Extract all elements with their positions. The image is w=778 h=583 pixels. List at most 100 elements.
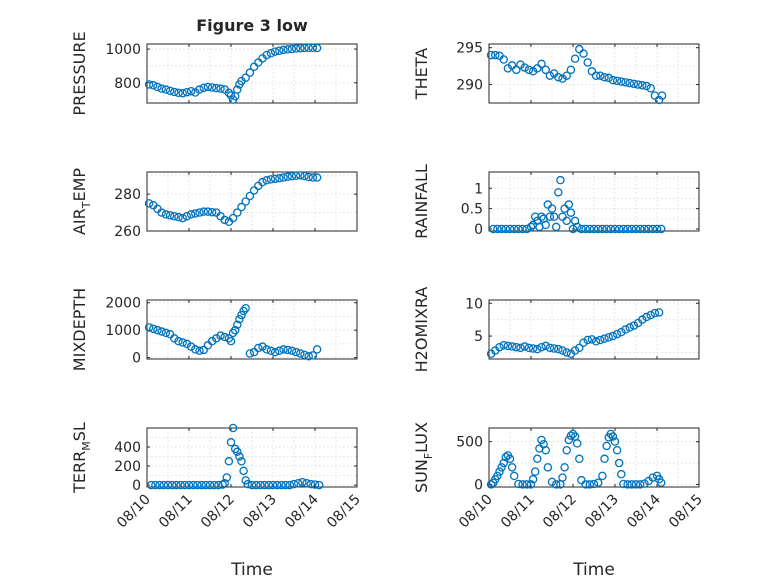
data-point [556,175,565,185]
data-point [195,208,204,217]
y-tick-label: 0 [474,222,483,238]
x-tick-label: 08/13 [582,492,622,532]
data-point [216,331,225,340]
data-point [149,324,158,334]
data-point [537,435,546,445]
data-point [182,87,192,97]
data-point [182,339,192,349]
data-point [507,342,517,351]
data-point [197,480,206,490]
data-point [633,80,643,89]
data-point [583,58,592,67]
data-point [146,480,156,490]
data-point [291,44,301,53]
data-point [596,71,605,80]
data-point [606,429,616,439]
data-point [207,336,217,346]
data-point [258,177,267,187]
data-point [600,334,609,343]
data-point [176,480,185,490]
data-point [543,463,553,472]
data-point [585,224,595,234]
data-point [577,224,586,234]
data-point [543,200,553,209]
data-point [604,333,613,342]
data-point [530,212,540,222]
y-axis-label-subscript: T [80,201,93,209]
y-tick-label: 0.5 [461,202,483,218]
data-point [226,336,236,346]
data-point [277,480,286,490]
data-point [509,471,519,481]
data-point [617,327,626,337]
data-point [279,345,288,354]
data-point [554,72,563,82]
data-point [610,224,620,234]
data-point [312,43,322,53]
data-point [266,49,276,58]
data-point [174,88,183,98]
data-point [149,81,158,90]
y-tick-label: 260 [114,224,141,240]
data-point [505,224,515,234]
data-point [287,44,297,54]
data-point [572,439,582,448]
data-point [646,310,655,320]
data-point [533,64,542,73]
y-axis-label-part: EMP [70,168,89,202]
axes-box [146,43,358,104]
data-point [610,437,620,446]
y-axis-label-subscript: M [80,441,93,451]
data-point [644,224,653,234]
data-point [279,45,288,55]
data-point [562,216,571,226]
data-point [570,346,580,355]
data-point [275,46,284,55]
data-point [283,172,292,182]
data-point [264,480,274,490]
data-point [640,479,649,488]
data-point [612,329,622,339]
data-point [558,473,567,482]
data-point [497,224,506,234]
data-point [627,480,637,489]
data-point [507,61,517,70]
y-tick-label: 280 [114,187,141,203]
y-axis-label: MIXDEPTH [70,288,89,371]
data-point [524,343,534,353]
data-point [652,224,662,234]
data-point [222,473,232,482]
data-point [161,328,171,338]
data-point [270,47,280,56]
data-point [503,341,513,351]
data-point [638,81,647,90]
data-point [220,478,229,488]
x-axis-label-right: Time [572,560,615,580]
data-point [579,338,588,347]
y-tick-label: 500 [456,435,483,451]
data-point [203,341,213,350]
y-axis-label-part: SL [70,422,89,441]
data-point [283,45,292,54]
data-point [537,212,546,222]
data-point [245,68,255,77]
data-point [650,308,660,318]
data-point [172,480,181,490]
y-tick-label: 200 [114,459,141,475]
data-point [233,208,242,217]
data-point [566,208,576,217]
data-point [165,211,175,220]
data-point [212,83,221,93]
data-point [174,336,183,346]
data-point [312,173,322,182]
data-point [157,84,166,93]
y-axis-label: PRESSURE [70,31,89,115]
data-point [568,429,578,439]
data-point [237,310,246,320]
x-tick-label: 08/14 [624,491,664,531]
figure-title: Figure 3 low [196,16,308,35]
axes-box [146,171,358,232]
y-axis-label-part: AIR [70,208,89,235]
x-tick-label: 08/10 [114,492,154,532]
data-point [631,224,641,234]
